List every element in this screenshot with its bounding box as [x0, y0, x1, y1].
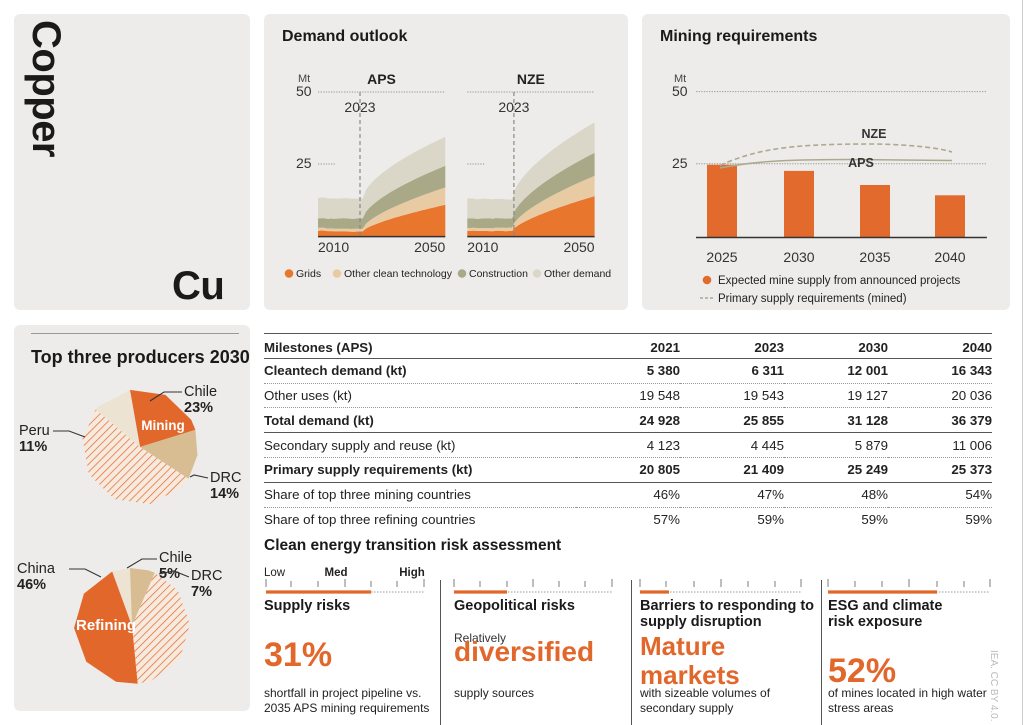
svg-text:China: China — [17, 561, 56, 577]
svg-text:23%: 23% — [184, 400, 213, 416]
svg-text:11%: 11% — [19, 439, 47, 455]
svg-text:5%: 5% — [159, 566, 180, 582]
svg-text:14%: 14% — [210, 486, 239, 502]
svg-text:46%: 46% — [17, 577, 46, 593]
svg-text:Mining: Mining — [141, 418, 185, 433]
svg-text:Chile: Chile — [184, 384, 217, 400]
svg-text:Chile: Chile — [159, 550, 192, 566]
svg-text:7%: 7% — [191, 584, 212, 600]
svg-text:Refining: Refining — [76, 617, 136, 634]
svg-text:DRC: DRC — [191, 568, 222, 584]
svg-text:DRC: DRC — [210, 470, 241, 486]
svg-text:Peru: Peru — [19, 423, 50, 439]
